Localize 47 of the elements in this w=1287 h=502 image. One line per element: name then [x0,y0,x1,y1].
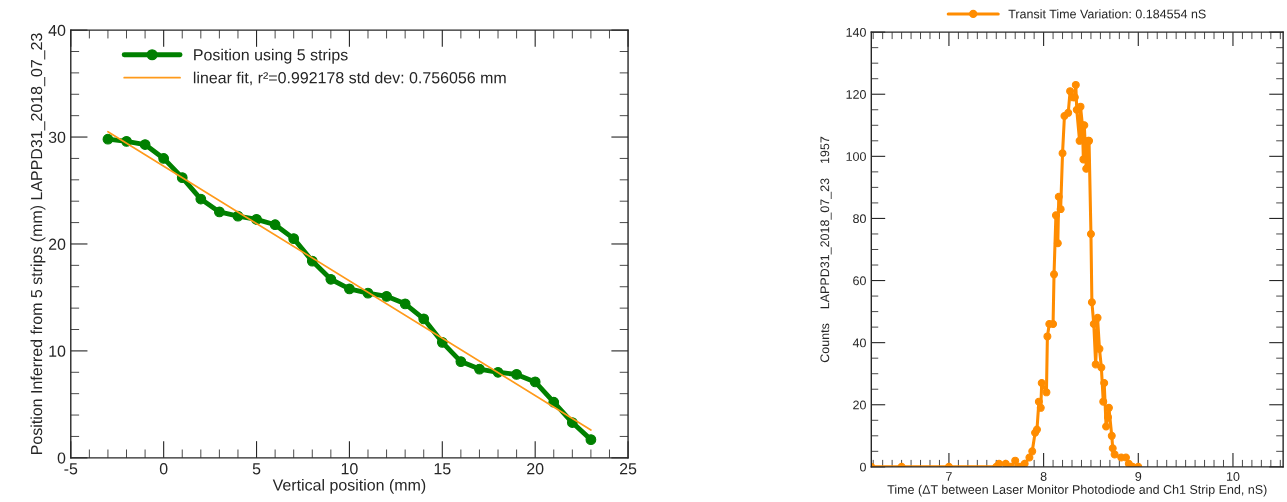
y-tick-label: 20 [853,400,866,410]
point [139,139,151,150]
y-tick-label: 30 [48,131,66,143]
point [214,206,225,218]
y-tick-label: 20 [48,238,66,250]
y-tick-label: 80 [853,214,866,224]
point [474,363,485,375]
x-tick-label: -5 [64,463,78,475]
x-tick-label: 9 [1135,472,1142,481]
point [381,290,392,302]
x-tick-label: 10 [341,463,358,475]
x-tick-label: 15 [434,463,451,475]
x-tick-label: 25 [619,463,637,475]
point [195,193,207,205]
y-tick-label: 140 [846,27,866,37]
y-axis-title: Position Inferred from 5 strips (mm) LAPPD31_2018_07_23 [30,33,46,454]
x-axis-title: Vertical position (mm) [272,478,426,494]
y-tick-label: 0 [57,452,66,464]
point [418,313,430,325]
y-tick-label: 60 [853,276,866,286]
x-tick-label: 8 [1040,472,1047,481]
point [511,369,522,380]
x-tick-label: 20 [527,463,544,475]
x-tick-label: 10 [1226,472,1240,481]
x-axis-title: Time (ΔT between Laser Monitor Photodiode and Ch1 Strip End, nS) [887,484,1267,497]
y-tick-label: 40 [852,338,866,348]
x-tick-label: 5 [252,463,261,475]
point [585,434,597,446]
y-tick-label: 10 [49,345,66,357]
x-tick-label: 7 [946,472,952,481]
y-tick-label: 40 [48,24,66,37]
y-tick-label: 120 [846,90,866,99]
point [325,273,337,285]
point [399,298,411,310]
x-tick-label: 0 [159,463,168,475]
point [529,376,541,388]
point [288,233,300,245]
point [269,219,281,231]
point [158,153,170,164]
point [102,133,114,145]
legend-label: Transit Time Variation: 0.184554 nS [1008,9,1206,19]
y-axis-title: Counts LAPPD31_2018_07_23 1957 [820,136,832,363]
point [344,283,355,295]
legend-label: linear fit, r²=0.992178 std dev: 0.756056 mm [193,71,506,86]
legend-label: Position using 5 strips [194,48,348,64]
point [455,356,467,367]
y-tick-label: 100 [846,152,866,161]
